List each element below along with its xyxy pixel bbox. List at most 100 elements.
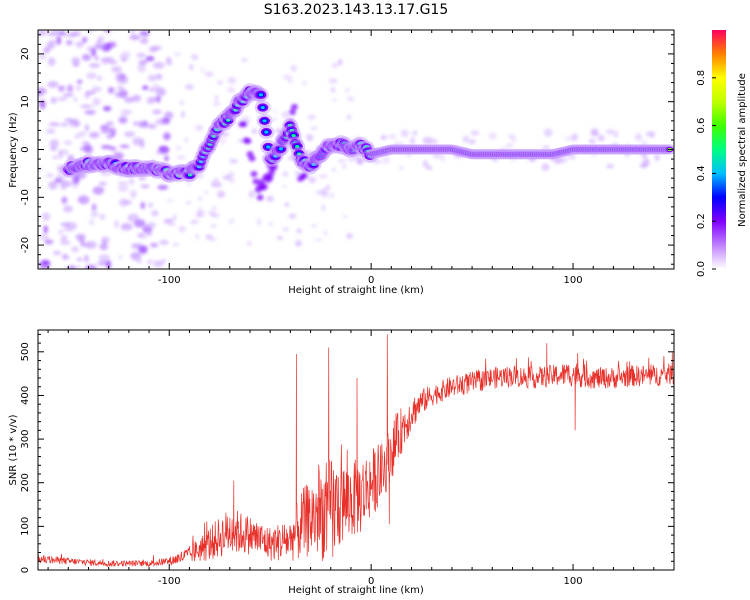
streak-blob: [250, 170, 258, 177]
noise-blob: [75, 40, 85, 48]
colorbar-tick-label: 0.8: [696, 70, 707, 86]
noise-blob: [129, 178, 134, 185]
noise-blob: [71, 180, 79, 189]
noise-blob: [64, 118, 74, 122]
noise-blob: [70, 31, 81, 37]
noise-blob: [73, 133, 81, 139]
figure-title: S163.2023.143.13.17.G15: [264, 2, 449, 18]
noise-blob: [172, 242, 180, 247]
noise-blob: [195, 124, 204, 131]
noise-blob: [120, 223, 133, 231]
noise-blob: [42, 47, 51, 54]
noise-blob: [201, 66, 205, 73]
noise-blob: [73, 97, 78, 102]
noise-blob: [136, 52, 146, 58]
noise-blob: [71, 56, 80, 66]
noise-blob: [124, 97, 135, 103]
noise-blob: [85, 240, 97, 249]
noise-blob: [130, 251, 142, 261]
noise-blob: [152, 109, 162, 115]
noise-blob: [654, 154, 660, 161]
noise-blob: [198, 206, 202, 212]
noise-blob: [129, 35, 141, 40]
noise-blob: [307, 114, 316, 120]
noise-blob: [228, 171, 235, 178]
noise-blob: [142, 85, 149, 91]
y-tick-label: 400: [20, 386, 31, 405]
noise-blob: [185, 84, 194, 90]
noise-blob: [84, 91, 90, 99]
noise-blob: [290, 64, 298, 72]
noise-blob: [321, 204, 325, 212]
noise-blob: [107, 86, 115, 94]
noise-blob: [83, 104, 95, 108]
noise-blob: [266, 195, 274, 202]
noise-blob: [284, 202, 290, 208]
noise-blob: [248, 190, 255, 198]
noise-blob: [75, 84, 82, 91]
noise-blob: [58, 30, 66, 36]
noise-blob: [76, 257, 83, 261]
noise-blob: [51, 155, 60, 160]
noise-blob: [63, 140, 73, 146]
noise-blob: [195, 211, 203, 218]
noise-blob: [213, 101, 221, 106]
snr-background: [38, 330, 674, 570]
noise-blob: [101, 238, 107, 246]
noise-blob: [109, 146, 117, 151]
streak-blob: [258, 179, 266, 186]
noise-blob: [48, 122, 61, 127]
noise-blob: [314, 238, 323, 242]
noise-blob: [88, 63, 101, 68]
streak-blob: [256, 194, 264, 201]
snr-panel: -100 0 100 0 100 200 300 400 500 Height of strai…: [8, 329, 675, 596]
colorbar-bar: [712, 30, 726, 269]
noise-blob: [111, 66, 122, 73]
noise-blob: [302, 81, 307, 85]
noise-blob: [191, 54, 199, 61]
noise-blob: [94, 56, 100, 61]
noise-blob: [145, 222, 157, 229]
noise-blob: [137, 233, 144, 238]
noise-blob: [65, 39, 73, 46]
noise-blob: [120, 109, 129, 117]
y-tick-label: -10: [20, 189, 31, 205]
noise-blob: [50, 97, 57, 104]
noise-blob: [119, 198, 129, 207]
noise-blob: [468, 139, 476, 144]
y-tick-label: 500: [20, 342, 31, 361]
noise-blob: [276, 236, 284, 240]
noise-blob: [541, 145, 550, 151]
noise-blob: [638, 163, 649, 168]
noise-blob: [155, 118, 166, 126]
noise-blob: [119, 55, 129, 61]
colorbar: 0.0 0.2 0.4 0.6 0.8 Normalized spectral ampl…: [696, 30, 748, 277]
noise-blob: [130, 30, 136, 36]
noise-blob: [102, 105, 112, 112]
ridge-core: [262, 119, 267, 123]
y-tick-label: 300: [20, 430, 31, 449]
noise-blob: [229, 159, 238, 164]
noise-blob: [82, 146, 92, 152]
noise-blob: [81, 54, 92, 61]
noise-blob: [98, 253, 111, 263]
noise-blob: [39, 233, 49, 241]
noise-blob: [75, 233, 86, 241]
noise-blob: [330, 86, 336, 94]
noise-blob: [108, 60, 118, 65]
noise-blob: [138, 59, 148, 65]
noise-blob: [488, 132, 498, 140]
x-tick-label: -100: [158, 576, 181, 587]
noise-blob: [100, 124, 109, 128]
noise-blob: [71, 246, 80, 253]
y-tick-label: 100: [20, 517, 31, 536]
noise-blob: [62, 255, 71, 261]
noise-blob: [99, 243, 109, 250]
noise-blob: [296, 228, 302, 234]
noise-blob: [228, 178, 236, 184]
noise-blob: [155, 150, 166, 155]
noise-blob: [217, 190, 226, 198]
noise-blob: [422, 159, 429, 168]
